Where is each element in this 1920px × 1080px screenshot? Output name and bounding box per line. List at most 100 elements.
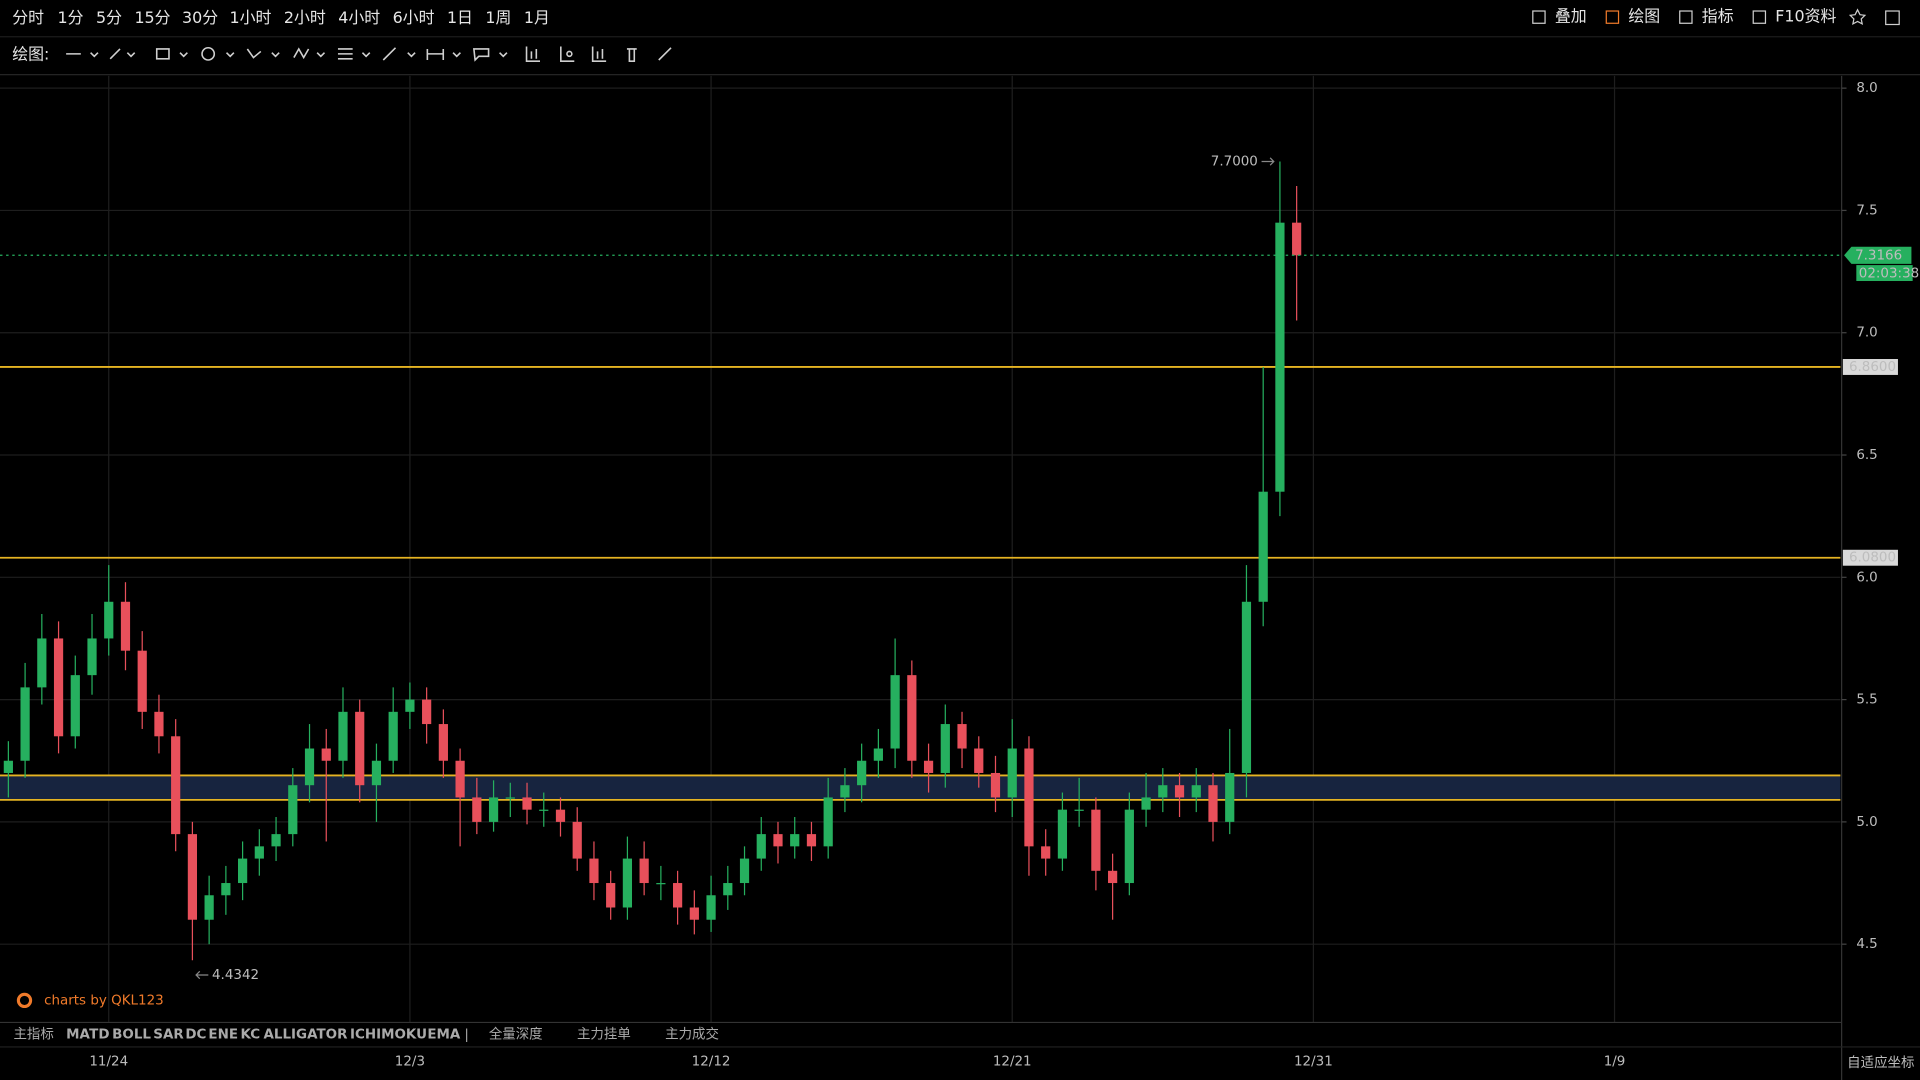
candle-body — [890, 675, 900, 749]
candle-body — [522, 797, 532, 810]
candle-body — [271, 834, 281, 847]
candle-body — [154, 711, 164, 737]
candle-body — [1141, 797, 1151, 810]
watermark-text: charts by QKL123 — [44, 993, 164, 1008]
panel-button[interactable]: 主力成交 — [665, 1026, 719, 1043]
axis-mode[interactable]: 自适应坐标 — [1847, 1054, 1914, 1071]
interval-button[interactable]: 1小时 — [229, 8, 271, 27]
drawing-tools[interactable] — [66, 46, 672, 63]
candle-body — [957, 724, 967, 749]
candle-body — [572, 821, 582, 859]
y-tick-label: 7.5 — [1856, 203, 1877, 218]
candle-body — [187, 834, 198, 920]
candle-body — [990, 772, 1001, 798]
interval-button[interactable]: 分时 — [12, 8, 44, 27]
fullscreen-icon[interactable] — [1885, 10, 1900, 26]
y-tick-label: 4.5 — [1856, 937, 1877, 952]
x-tick-label: 12/12 — [692, 1055, 731, 1070]
high-arrow — [1261, 157, 1275, 166]
candle-body — [1258, 491, 1268, 602]
interval-button[interactable]: 30分 — [182, 8, 218, 27]
candle-body — [1208, 785, 1218, 822]
candle-body — [1041, 846, 1051, 859]
indicator-button[interactable]: BOLL — [112, 1028, 151, 1043]
candle-body — [137, 650, 147, 712]
candle-body — [3, 760, 13, 773]
tool-button[interactable]: F10资料 — [1775, 7, 1836, 26]
interval-button[interactable]: 15分 — [134, 8, 170, 27]
x-tick-label: 12/21 — [993, 1055, 1032, 1070]
favorite-icon[interactable] — [1848, 8, 1867, 26]
candle-body — [438, 724, 448, 761]
candle-body — [371, 760, 382, 786]
interval-button[interactable]: 1日 — [447, 8, 473, 27]
panel-button[interactable]: 全量深度 — [489, 1026, 543, 1043]
candle-body — [673, 883, 683, 908]
candle-body — [455, 760, 465, 798]
tool-icon — [1752, 10, 1767, 24]
indicator-button[interactable]: DC — [185, 1028, 206, 1043]
x-tick-label: 1/9 — [1604, 1055, 1626, 1070]
indicator-label: 主指标 — [13, 1027, 53, 1043]
price-tag-label: 6.8600 — [1849, 360, 1896, 375]
candle-body — [1275, 222, 1285, 492]
indicator-button[interactable]: MA — [66, 1028, 90, 1043]
indicator-button[interactable]: ICHIMOKU — [350, 1028, 427, 1043]
candle-body — [338, 711, 348, 761]
price-tag — [1842, 359, 1898, 375]
countdown-tag — [1856, 265, 1913, 282]
interval-button[interactable]: 1周 — [485, 8, 511, 27]
candle-body — [1108, 870, 1118, 884]
candle-body — [639, 858, 649, 884]
indicator-button[interactable]: KC — [240, 1028, 260, 1043]
tool-button[interactable]: 叠加 — [1555, 7, 1587, 26]
tool-button[interactable]: 绘图 — [1628, 7, 1660, 26]
low-label: 4.4342 — [212, 968, 259, 983]
candle-body — [840, 785, 850, 798]
y-tick-label: 7.0 — [1856, 326, 1877, 341]
interval-button[interactable]: 4小时 — [338, 8, 380, 27]
candle-body — [321, 748, 331, 761]
indicator-button[interactable]: ALLIGATOR — [264, 1028, 349, 1043]
candle-body — [1292, 222, 1302, 256]
interval-button[interactable]: 6小时 — [393, 8, 435, 27]
candle-body — [237, 858, 248, 884]
indicator-button[interactable]: TD — [89, 1028, 109, 1043]
candle-body — [505, 797, 515, 799]
candle-body — [1091, 809, 1101, 871]
indicator-button[interactable]: EMA — [427, 1028, 461, 1043]
candle-body — [873, 748, 883, 761]
countdown-label: 02:03:38 — [1859, 267, 1919, 282]
y-tick-label: 6.5 — [1856, 448, 1877, 463]
tool-button[interactable]: 指标 — [1702, 7, 1734, 26]
candle-body — [689, 907, 699, 920]
candle-body — [823, 797, 833, 847]
watermark: charts by QKL123 — [16, 992, 164, 1008]
candle-body — [355, 711, 365, 786]
low-arrow — [195, 970, 209, 980]
interval-button[interactable]: 2小时 — [284, 8, 326, 27]
candle-body — [304, 748, 315, 786]
panel-button[interactable]: 主力挂单 — [577, 1027, 631, 1043]
high-label: 7.7000 — [1211, 155, 1258, 170]
candle-body — [37, 638, 47, 688]
candle-body — [1191, 785, 1201, 798]
candle-body — [87, 638, 97, 676]
candle-body — [857, 760, 867, 786]
indicator-button[interactable]: ENE — [208, 1028, 238, 1043]
candle-body — [388, 711, 398, 761]
interval-button[interactable]: 5分 — [96, 8, 122, 27]
indicator-button[interactable]: SAR — [153, 1028, 184, 1043]
candle-body — [723, 883, 733, 896]
interval-button[interactable]: 1分 — [58, 8, 84, 27]
interval-button[interactable]: 1月 — [524, 8, 550, 27]
candle-body — [756, 834, 766, 859]
candle-body — [1225, 772, 1235, 822]
tool-icon — [1605, 10, 1620, 24]
candle-body — [555, 809, 566, 822]
candle-body — [606, 883, 616, 908]
candle-body — [907, 675, 917, 761]
candle-body — [940, 724, 950, 773]
candle-body — [790, 834, 800, 847]
current-price-tag — [1844, 246, 1912, 264]
